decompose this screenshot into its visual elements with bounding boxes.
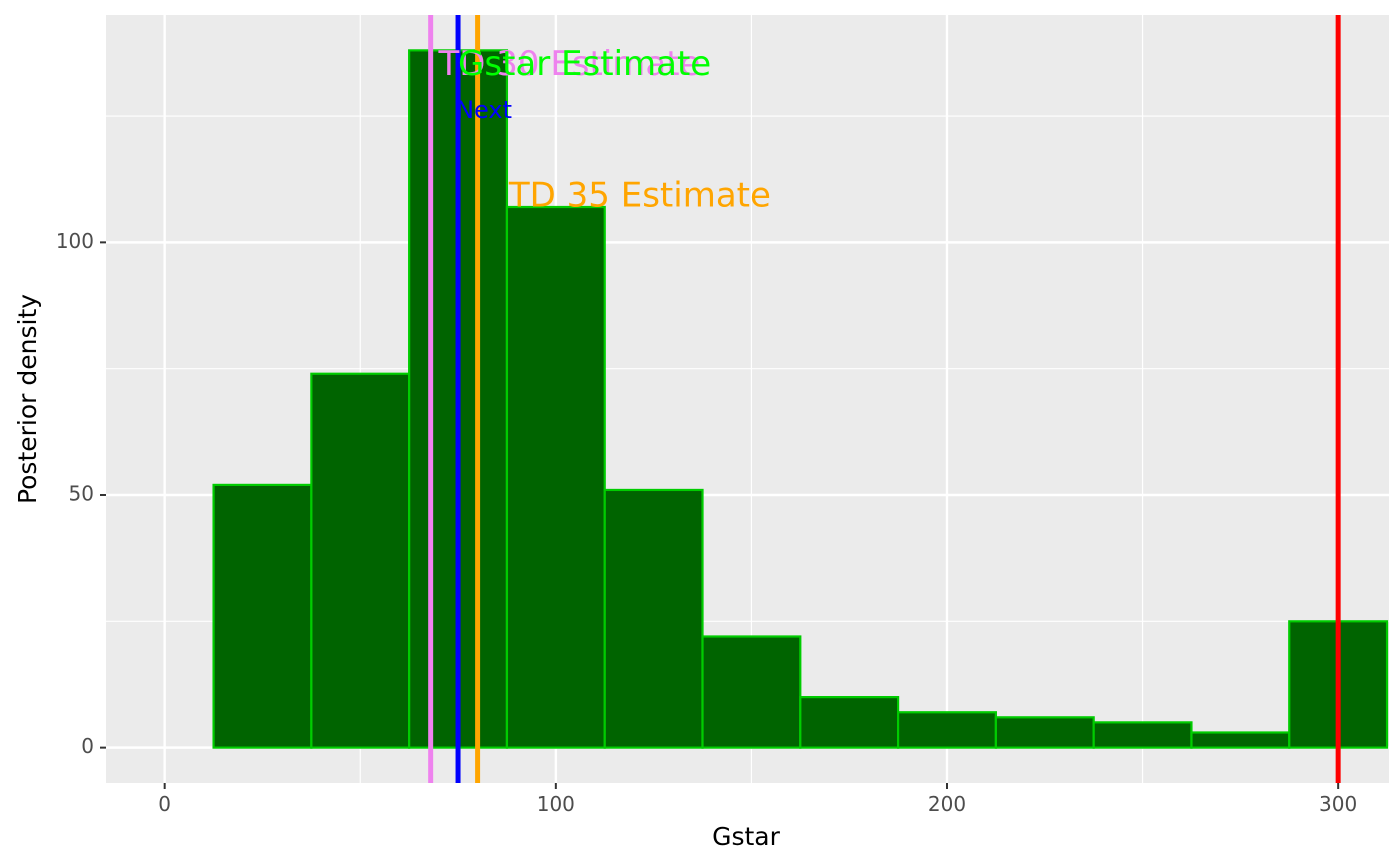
y-axis-title: Posterior density bbox=[13, 294, 42, 504]
histogram-bar bbox=[1190, 731, 1291, 749]
annotation-label: TD 30 Estimate bbox=[437, 44, 700, 84]
histogram-bar bbox=[701, 635, 802, 749]
annotation-label: TD 35 Estimate bbox=[508, 175, 771, 215]
y-tick-label: 50 bbox=[69, 482, 94, 506]
histogram-bar bbox=[212, 483, 313, 749]
x-tick-label: 200 bbox=[928, 792, 966, 816]
histogram-bar bbox=[603, 488, 704, 749]
x-axis-ticks: 0 100 200 300 bbox=[158, 783, 1357, 816]
x-tick-label: 0 bbox=[158, 792, 171, 816]
y-tick-label: 100 bbox=[56, 229, 94, 253]
annotation-label: Next bbox=[456, 96, 512, 124]
histogram-bar bbox=[310, 372, 411, 749]
x-tick-label: 300 bbox=[1319, 792, 1357, 816]
histogram-bar bbox=[1092, 721, 1193, 749]
histogram-bar bbox=[994, 716, 1095, 749]
histogram-bar bbox=[896, 711, 997, 749]
y-axis-ticks: 0 50 100 bbox=[56, 229, 106, 758]
x-axis-title: Gstar bbox=[712, 822, 781, 851]
histogram-bar bbox=[505, 205, 606, 749]
histogram-bar bbox=[799, 696, 900, 749]
reference-lines bbox=[428, 15, 1341, 783]
annotation-label: Gstar Estimate bbox=[458, 44, 711, 84]
x-tick-label: 100 bbox=[537, 792, 575, 816]
y-tick-label: 0 bbox=[81, 734, 94, 758]
annotations: TD 30 Estimate Next TD 35 Estimate Gstar Es… bbox=[437, 44, 770, 215]
